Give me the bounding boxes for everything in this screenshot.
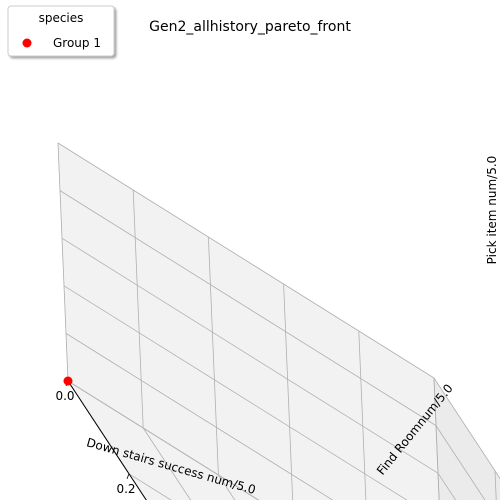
grid-line-y-left bbox=[208, 236, 219, 476]
legend-marker bbox=[22, 38, 32, 48]
x-axis-line bbox=[67, 380, 147, 500]
grid-line-z-left bbox=[57, 142, 435, 379]
legend-entry-label: Group 1 bbox=[53, 36, 101, 50]
grid-line-y-left bbox=[57, 142, 69, 382]
z-axis-label: Pick item num/5.0 bbox=[485, 156, 499, 265]
chart-grid bbox=[57, 142, 500, 500]
chart-tick-labels: 0.00.20.40.60.81.00.00.20.40.60.81.00.00… bbox=[55, 389, 135, 496]
grid-line-z-left bbox=[65, 333, 334, 500]
grid-line-z-left bbox=[67, 380, 260, 500]
chart-title: Gen2_allhistory_pareto_front bbox=[149, 19, 351, 35]
grid-line-y-left bbox=[433, 377, 440, 500]
x-tick-mark bbox=[126, 473, 130, 479]
grid-line-y-left bbox=[132, 189, 144, 429]
grid-line-z-left bbox=[61, 237, 439, 474]
grid-line-z-left bbox=[63, 285, 408, 500]
grid-line-z-back bbox=[433, 377, 500, 480]
chart-points bbox=[63, 376, 73, 386]
legend-box bbox=[7, 5, 115, 57]
x-tick-label: 0.0 bbox=[55, 389, 74, 403]
grid-line-z-left bbox=[59, 190, 437, 426]
grid-line-y-left bbox=[358, 330, 367, 500]
legend-title: species bbox=[39, 11, 84, 25]
grid-line-y-left bbox=[283, 283, 294, 500]
data-point bbox=[63, 376, 73, 386]
x-tick-label: 0.2 bbox=[116, 482, 135, 496]
legend: species Group 1 bbox=[7, 5, 115, 57]
